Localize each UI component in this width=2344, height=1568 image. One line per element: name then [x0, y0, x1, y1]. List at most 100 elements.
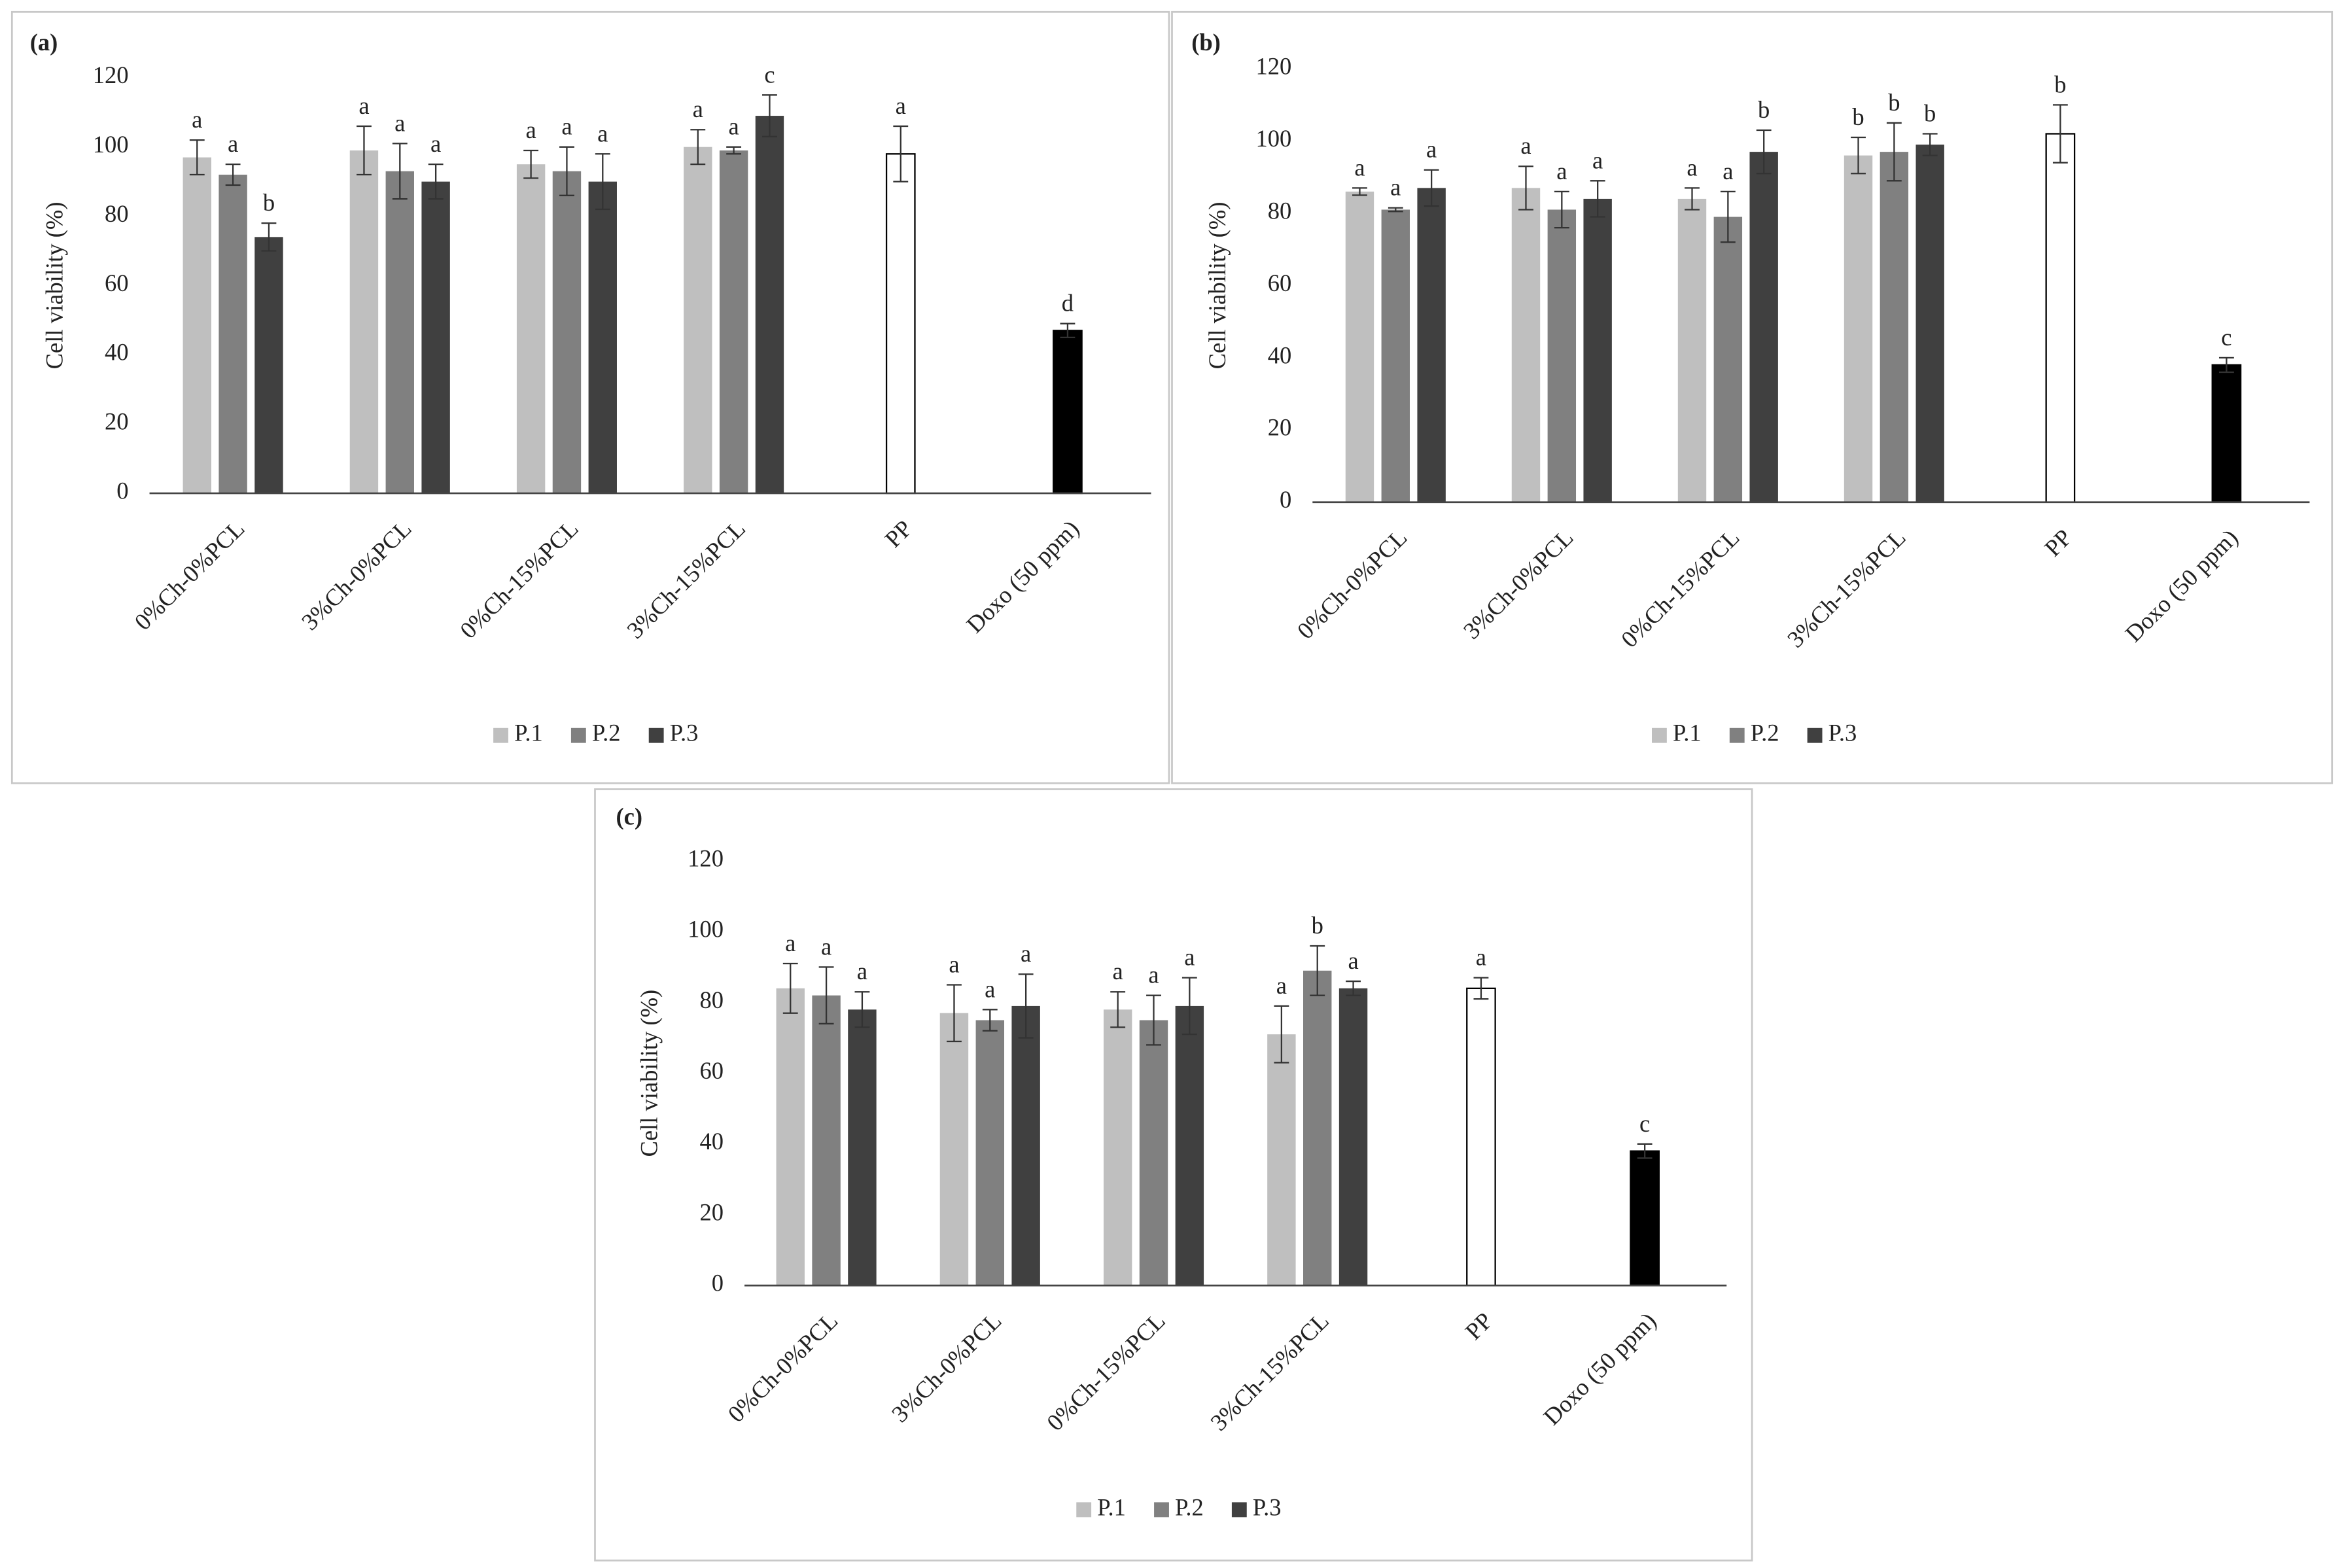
bar: [516, 164, 546, 494]
panel-label: (a): [30, 29, 58, 56]
significance-letter: a: [525, 116, 536, 143]
bar: [1011, 1005, 1040, 1286]
bar: [1511, 188, 1541, 502]
significance-letter: b: [1312, 912, 1323, 939]
x-tick-label: 3%Ch-15%PCL: [621, 515, 750, 644]
bar: [1547, 209, 1577, 502]
y-tick-label: 100: [1255, 125, 1291, 152]
significance-letter: a: [1520, 132, 1531, 159]
significance-letter: a: [561, 113, 572, 140]
significance-letter: a: [896, 92, 906, 119]
y-axis-label: Cell viability (%): [41, 202, 67, 370]
bar: [385, 171, 414, 494]
y-tick-label: 60: [1268, 270, 1292, 296]
x-tick-label: PP: [879, 515, 917, 553]
legend-swatch: [648, 727, 664, 743]
bar: [939, 1013, 969, 1286]
bar: [1303, 970, 1332, 1286]
significance-letter: a: [785, 930, 796, 956]
significance-letter: a: [228, 130, 238, 157]
bar: [1844, 155, 1873, 502]
y-tick-label: 20: [105, 408, 129, 435]
x-tick-label: 3%Ch-0%PCL: [1458, 524, 1579, 644]
bar: [1630, 1150, 1660, 1287]
bar: [1103, 1009, 1132, 1286]
significance-letter: a: [192, 106, 202, 133]
significance-letter: a: [1276, 972, 1287, 999]
bar: [421, 181, 450, 494]
significance-letter: b: [1852, 103, 1864, 130]
x-tick-label: 0%Ch-0%PCL: [722, 1307, 843, 1427]
bar: [1345, 191, 1374, 502]
legend-swatch: [493, 727, 508, 743]
significance-letter: a: [1113, 958, 1123, 984]
chart-panel: (a) 0 20 40 60 80 100 120 Cell viability (%) 0%Ch…: [10, 10, 1170, 784]
bar: [1417, 188, 1446, 502]
bar: [1175, 1005, 1204, 1286]
y-tick-label: 20: [1268, 414, 1292, 441]
legend-label: P.3: [670, 720, 699, 746]
bar: [1915, 145, 1944, 502]
significance-letter: a: [693, 96, 703, 122]
bar: [684, 147, 712, 494]
significance-letter: a: [1148, 962, 1159, 988]
y-tick-label: 0: [116, 477, 128, 504]
bar: [1267, 1034, 1296, 1286]
x-tick-label: 3%Ch-15%PCL: [1782, 524, 1911, 653]
significance-letter: a: [1184, 944, 1195, 971]
significance-letter: b: [1888, 89, 1900, 116]
x-tick-label: Doxo (50 ppm): [961, 515, 1084, 638]
significance-letter: a: [1476, 944, 1486, 971]
significance-letter: a: [728, 113, 739, 140]
y-tick-label: 80: [699, 986, 724, 1013]
y-tick-label: 60: [105, 270, 129, 296]
bar: [349, 150, 379, 494]
y-tick-label: 20: [699, 1198, 724, 1225]
x-tick-label: 3%Ch-0%PCL: [296, 515, 417, 635]
legend-label: P.2: [1175, 1493, 1204, 1520]
legend-swatch: [1154, 1502, 1169, 1518]
significance-letter: a: [1723, 158, 1733, 184]
y-tick-label: 80: [1268, 197, 1292, 224]
bar: [776, 988, 805, 1286]
bar: [2045, 133, 2076, 503]
x-tick-label: 0%Ch-15%PCL: [1616, 524, 1745, 653]
significance-letter: b: [2054, 71, 2066, 97]
significance-letter: b: [1758, 96, 1770, 123]
x-tick-label: 0%Ch-0%PCL: [129, 515, 249, 635]
y-tick-label: 40: [105, 339, 129, 366]
bar: [755, 116, 784, 494]
y-axis-label: Cell viability (%): [1204, 202, 1231, 370]
x-tick-label: Doxo (50 ppm): [1538, 1307, 1661, 1430]
significance-letter: a: [1426, 136, 1437, 163]
chart-panel: (b) 0 20 40 60 80 100 120 Cell viability (%) 0%Ch…: [1171, 10, 2334, 784]
bar: [1583, 198, 1612, 502]
bar: [219, 175, 247, 494]
legend-swatch: [1729, 727, 1745, 743]
significance-letter: a: [1354, 154, 1365, 181]
legend-label: P.3: [1828, 720, 1857, 746]
legend-label: P.2: [592, 720, 621, 746]
significance-letter: a: [359, 92, 369, 119]
legend-label: P.1: [1673, 720, 1702, 746]
legend-swatch: [1076, 1502, 1092, 1518]
legend-swatch: [1231, 1502, 1247, 1518]
y-tick-label: 60: [699, 1057, 724, 1084]
bar: [719, 150, 748, 494]
x-tick-label: 3%Ch-15%PCL: [1205, 1307, 1334, 1436]
x-tick-label: 3%Ch-0%PCL: [886, 1307, 1007, 1427]
significance-letter: a: [821, 933, 831, 960]
significance-letter: c: [1639, 1110, 1650, 1137]
bar: [1713, 217, 1743, 502]
significance-letter: a: [1556, 158, 1567, 184]
bar: [1677, 198, 1707, 502]
y-tick-label: 100: [688, 916, 724, 943]
legend-label: P.1: [1097, 1493, 1126, 1520]
significance-letter: a: [394, 109, 405, 136]
significance-letter: a: [1021, 940, 1031, 967]
legend-label: P.1: [514, 720, 543, 746]
y-tick-label: 80: [105, 200, 129, 227]
significance-letter: a: [1390, 174, 1401, 201]
